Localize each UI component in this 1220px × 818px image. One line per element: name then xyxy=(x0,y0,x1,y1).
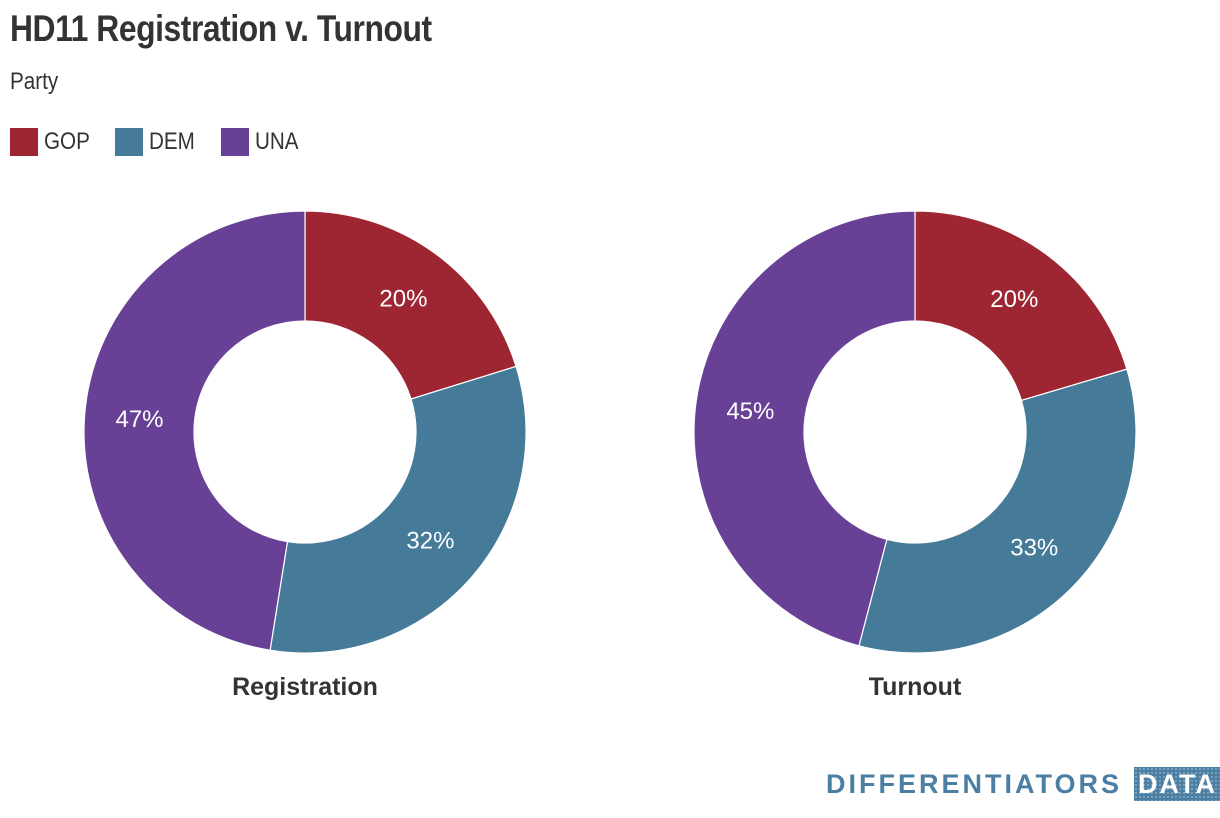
legend-item-dem[interactable]: DEM xyxy=(115,128,202,156)
slice-registration-una[interactable] xyxy=(83,210,306,651)
brand-wordmark: DIFFERENTIATORS xyxy=(826,768,1123,799)
legend: GOP DEM UNA xyxy=(10,126,323,158)
slice-turnout-una[interactable] xyxy=(693,210,916,647)
slice-registration-dem[interactable] xyxy=(269,365,527,654)
donut-chart-registration: 20% 32% 47% Registration xyxy=(83,210,527,701)
slice-label-turnout-dem: 33% xyxy=(1010,534,1058,561)
slice-label-registration-una: 47% xyxy=(115,406,163,433)
slice-registration-gop[interactable] xyxy=(304,210,517,400)
slice-turnout-gop[interactable] xyxy=(914,210,1128,402)
legend-label-gop: GOP xyxy=(44,128,90,155)
brand-logo: DIFFERENTIATORS DATA xyxy=(826,766,1220,802)
legend-swatch-gop xyxy=(10,128,38,156)
slice-label-registration-dem: 32% xyxy=(406,528,454,555)
chart-title: HD11 Registration v. Turnout xyxy=(10,8,432,49)
donut-chart-turnout: 20% 33% 45% Turnout xyxy=(693,210,1137,701)
chart-label-turnout: Turnout xyxy=(869,673,962,701)
legend-swatch-una xyxy=(220,128,249,156)
slice-turnout-dem[interactable] xyxy=(858,368,1137,654)
legend-item-una[interactable]: UNA xyxy=(220,128,306,156)
legend-label-una: UNA xyxy=(254,128,299,155)
chart-label-registration: Registration xyxy=(232,673,378,701)
slice-label-turnout-una: 45% xyxy=(726,398,774,425)
slice-label-registration-gop: 20% xyxy=(379,285,427,312)
legend-item-gop[interactable]: GOP xyxy=(10,128,97,156)
legend-label-dem: DEM xyxy=(149,128,196,155)
chart-subtitle: Party xyxy=(10,68,59,95)
slice-label-turnout-gop: 20% xyxy=(990,286,1038,313)
brand-data-box: DATA xyxy=(1134,767,1220,801)
legend-swatch-dem xyxy=(115,128,144,156)
